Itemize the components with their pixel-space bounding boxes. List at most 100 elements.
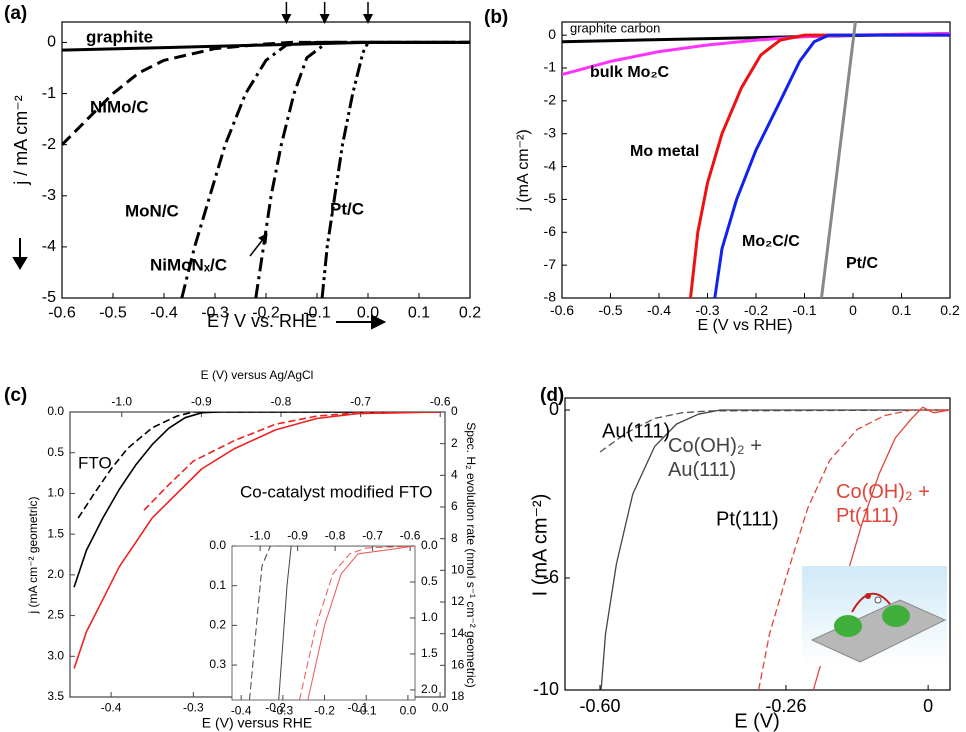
series-label: Au(111) — [602, 420, 670, 442]
x-tick-label: 0.0 — [432, 701, 449, 715]
x-axis-label: E (V) versus RHE — [202, 715, 312, 731]
x-tick-label: -0.60 — [579, 696, 620, 716]
y2-tick-label: 2.0 — [421, 682, 438, 696]
y2-tick-label: 16 — [451, 658, 465, 672]
y-tick-label: -4 — [42, 238, 56, 255]
y-tick-label: -3 — [42, 187, 56, 204]
plot-frame — [564, 397, 951, 691]
series-line — [820, 22, 857, 298]
cluster — [882, 605, 910, 627]
pointer — [249, 237, 265, 257]
y2-tick-label: 14 — [451, 626, 465, 640]
y-tick-label: -3 — [544, 124, 557, 140]
panel-label: (d) — [540, 385, 564, 406]
series-line — [713, 33, 950, 298]
atom — [865, 593, 871, 599]
y2-tick-label: 18 — [451, 689, 465, 703]
y-tick-label: 0.5 — [47, 445, 64, 459]
x-tick-label: 0.0 — [400, 704, 417, 718]
y-tick-label: 0 — [47, 34, 56, 51]
onset-arrow-head — [281, 14, 292, 24]
series-group — [562, 22, 950, 298]
x2-tick-label: -1.0 — [111, 395, 132, 409]
y-tick-label: -7 — [544, 256, 557, 272]
x-tick-label: -0.2 — [314, 704, 335, 718]
x-axis-label: E (V) — [734, 710, 780, 732]
series-line — [320, 40, 470, 298]
series-label: Co(OH)₂ + Pt(111) — [836, 481, 930, 527]
series-label: MoN/C — [125, 201, 179, 220]
y-tick-label: -4 — [544, 157, 557, 173]
series-line — [757, 409, 950, 690]
x-tick-label: -0.4 — [150, 304, 178, 321]
series-line — [62, 40, 470, 146]
x-tick-label: -0.6 — [550, 302, 574, 318]
y-tick-label: -2 — [544, 92, 557, 108]
x-tick-label: 0.2 — [940, 302, 960, 318]
inset: -0.4 -0.3 -0.2 -0.1 0.00.00.10.20.3-1.0 -0.9-… — [209, 529, 438, 718]
y2-tick-label: 1.0 — [421, 610, 438, 624]
series-label: Mo₂C/C — [742, 233, 800, 250]
series-line — [73, 412, 441, 588]
series-label: Pt(111) — [716, 508, 779, 530]
panel: -0.4 -0.3 -0.2 -0.1 0.00.00.51.01.52.02.53.0… — [4, 368, 478, 731]
y-tick-label: -5 — [42, 289, 56, 306]
x2-tick-label: -0.8 — [271, 395, 292, 409]
x-tick-label: -0.4 — [647, 302, 671, 318]
x-axis-label: E / V vs. RHE — [207, 311, 317, 331]
x-tick-label: -0.2 — [252, 304, 280, 321]
surface — [810, 599, 947, 663]
series-line — [254, 40, 470, 298]
series-line — [77, 412, 441, 519]
panel: -0.6 -0.5 -0.4 -0.3 -0.2 -0.1 0.0 0.1 0.2 0 -1 -2 -3… — [4, 2, 481, 331]
x-tick-label: -0.6 — [48, 304, 76, 321]
series-label: bulk Mo₂C — [590, 64, 670, 81]
series-line — [73, 412, 441, 669]
y-tick-label: 0.2 — [209, 618, 226, 632]
x-tick-label: 0.1 — [408, 304, 430, 321]
atom — [874, 596, 882, 604]
y-tick-label: 0.3 — [209, 657, 226, 671]
plot-frame — [61, 21, 471, 299]
series-group — [73, 412, 441, 669]
y-tick-label: -10 — [533, 679, 559, 699]
series-line — [307, 546, 415, 700]
y2-tick-label: 12 — [451, 594, 465, 608]
x-tick-label: -0.26 — [765, 696, 806, 716]
series-label: Mo metal — [630, 143, 699, 160]
y2-tick-label: 0.5 — [421, 574, 438, 588]
series-group — [62, 40, 470, 298]
y-tick-label: 2.5 — [47, 608, 64, 622]
y-axis-label: j / mA cm⁻² — [11, 95, 31, 186]
x-arrow-head — [371, 314, 387, 330]
y-tick-label: -2 — [42, 136, 56, 153]
x-tick-label: 0.0 — [357, 304, 379, 321]
x2-tick-label: -0.6 — [400, 529, 421, 543]
y-axis-label: j (mA cm⁻² geometric) — [26, 496, 40, 614]
panel: -0.6 -0.5 -0.4 -0.3 -0.2 -0.1 0 0.1 0.2 0 -1 -2 -3 -4… — [484, 7, 960, 334]
series-line — [299, 546, 415, 700]
y-tick-label: -6 — [544, 223, 557, 239]
series-line — [180, 40, 470, 298]
y-tick-label: -6 — [543, 567, 559, 587]
y-tick-label: 3.5 — [47, 689, 64, 703]
series-line — [278, 546, 415, 700]
y-tick-label: 3.0 — [47, 648, 64, 662]
panel: -0.60 -0.26 0 0 -6 -10 (d) E (V) I (mA cm⁻²) Au(1… — [529, 385, 951, 732]
y2-tick-label: 2 — [451, 436, 458, 450]
y2-tick-label: 4 — [451, 468, 458, 482]
x2-tick-label: -0.9 — [191, 395, 212, 409]
illustration — [802, 566, 947, 666]
x2-tick-label: -0.9 — [287, 529, 308, 543]
x2-tick-label: -0.6 — [430, 395, 451, 409]
series-label: Pt/C — [330, 199, 364, 218]
y2-tick-label: 10 — [451, 563, 465, 577]
cluster — [834, 615, 862, 637]
axis-arrows — [12, 233, 387, 330]
series-label: graphite — [86, 27, 153, 46]
series-group — [249, 546, 415, 700]
x-tick-label: 0 — [923, 696, 933, 716]
x2-tick-label: -0.8 — [325, 529, 346, 543]
y-tick-label: 0 — [548, 26, 556, 42]
